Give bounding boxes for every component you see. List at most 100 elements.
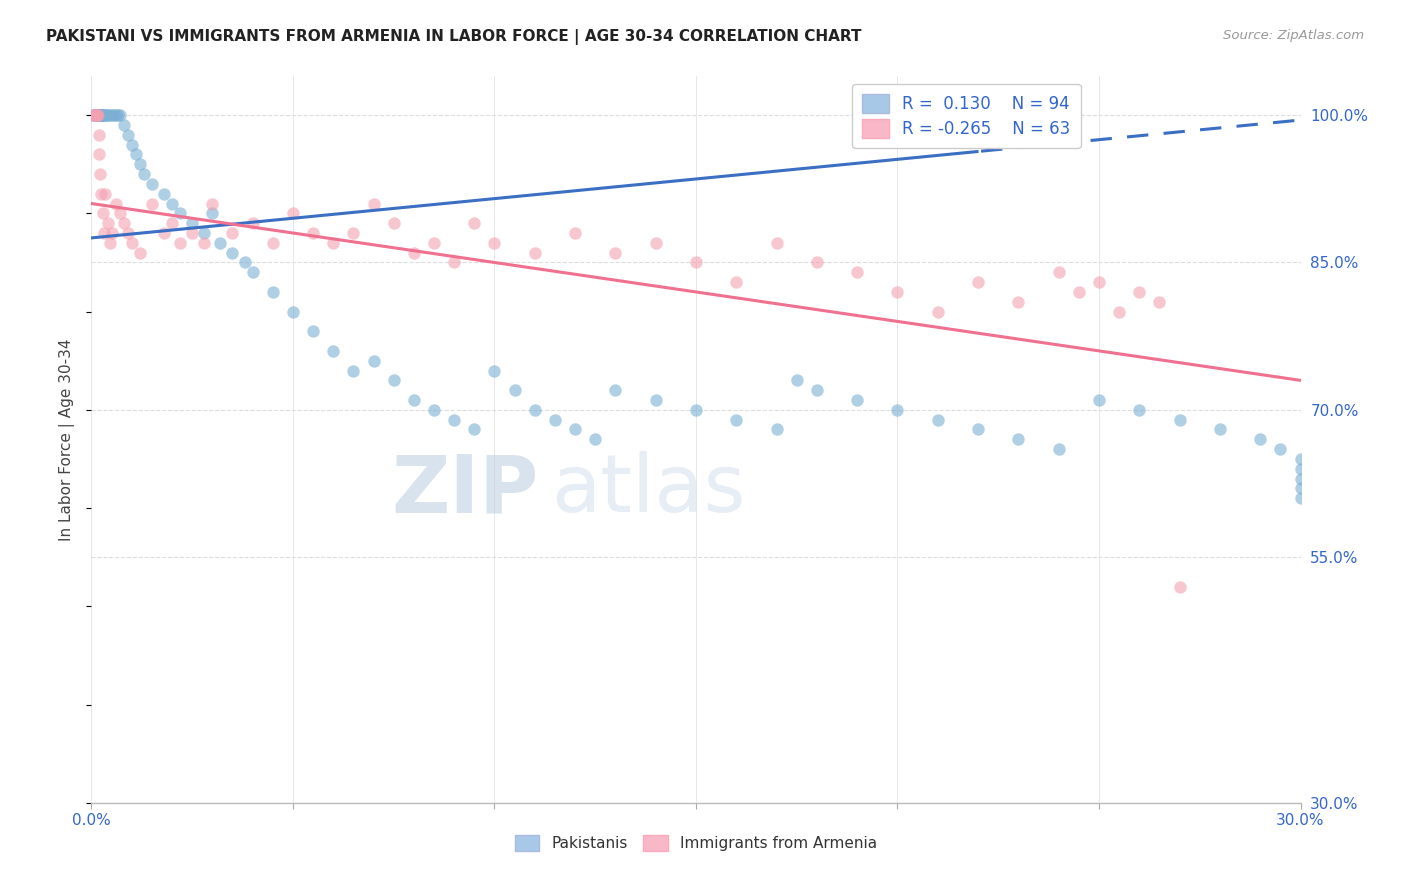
Point: [98, 108, 121, 122]
Point: [1047, 265, 1070, 279]
Point: [121, 137, 143, 152]
Point: [221, 245, 243, 260]
Point: [382, 216, 405, 230]
Point: [125, 147, 148, 161]
Point: [86, 108, 108, 122]
Point: [86, 108, 108, 122]
Point: [382, 373, 405, 387]
Point: [1289, 462, 1312, 476]
Point: [141, 196, 163, 211]
Point: [302, 324, 325, 338]
Point: [100, 226, 122, 240]
Point: [94, 108, 117, 122]
Point: [96, 108, 118, 122]
Point: [927, 304, 949, 318]
Point: [83, 108, 105, 122]
Point: [544, 412, 567, 426]
Point: [89, 108, 111, 122]
Point: [82, 108, 104, 122]
Point: [484, 363, 506, 377]
Point: [1289, 472, 1312, 486]
Point: [91, 206, 114, 220]
Point: [153, 186, 176, 201]
Point: [322, 343, 344, 358]
Point: [363, 353, 385, 368]
Point: [90, 108, 112, 122]
Point: [141, 177, 163, 191]
Point: [886, 402, 908, 417]
Point: [117, 128, 139, 142]
Point: [86, 108, 108, 122]
Point: [583, 433, 606, 447]
Point: [1289, 482, 1312, 496]
Point: [94, 186, 117, 201]
Point: [725, 275, 748, 289]
Point: [423, 402, 446, 417]
Point: [806, 255, 828, 269]
Point: [967, 275, 990, 289]
Point: [93, 108, 115, 122]
Text: ZIP: ZIP: [391, 451, 538, 529]
Point: [1088, 392, 1111, 407]
Point: [90, 108, 112, 122]
Point: [967, 422, 990, 436]
Point: [209, 235, 232, 250]
Point: [84, 108, 107, 122]
Point: [83, 108, 105, 122]
Point: [605, 245, 627, 260]
Point: [84, 108, 107, 122]
Point: [169, 235, 191, 250]
Point: [87, 108, 110, 122]
Point: [564, 226, 586, 240]
Point: [463, 422, 485, 436]
Point: [193, 235, 215, 250]
Point: [108, 206, 131, 220]
Point: [132, 167, 155, 181]
Point: [1047, 442, 1070, 457]
Point: [1289, 452, 1312, 467]
Point: [1007, 433, 1029, 447]
Point: [443, 412, 465, 426]
Point: [107, 108, 129, 122]
Point: [201, 196, 224, 211]
Point: [886, 285, 908, 299]
Point: [100, 108, 122, 122]
Point: [91, 108, 114, 122]
Point: [84, 108, 107, 122]
Point: [112, 216, 135, 230]
Point: [262, 235, 284, 250]
Point: [402, 392, 425, 407]
Point: [98, 235, 121, 250]
Point: [87, 128, 110, 142]
Point: [322, 235, 344, 250]
Point: [1007, 294, 1029, 309]
Point: [1108, 304, 1130, 318]
Point: [104, 108, 127, 122]
Point: [1088, 275, 1111, 289]
Point: [108, 108, 131, 122]
Point: [402, 245, 425, 260]
Legend: Pakistanis, Immigrants from Armenia: Pakistanis, Immigrants from Armenia: [509, 829, 883, 857]
Point: [363, 196, 385, 211]
Point: [121, 235, 143, 250]
Point: [181, 216, 204, 230]
Point: [342, 363, 364, 377]
Point: [644, 392, 666, 407]
Point: [84, 108, 107, 122]
Point: [93, 226, 115, 240]
Point: [1209, 422, 1232, 436]
Point: [89, 108, 111, 122]
Point: [89, 167, 111, 181]
Point: [117, 226, 139, 240]
Point: [128, 245, 150, 260]
Point: [84, 108, 107, 122]
Point: [242, 265, 264, 279]
Point: [128, 157, 150, 171]
Point: [605, 383, 627, 397]
Point: [87, 108, 110, 122]
Point: [169, 206, 191, 220]
Point: [523, 245, 546, 260]
Point: [104, 196, 127, 211]
Point: [423, 235, 446, 250]
Point: [765, 235, 787, 250]
